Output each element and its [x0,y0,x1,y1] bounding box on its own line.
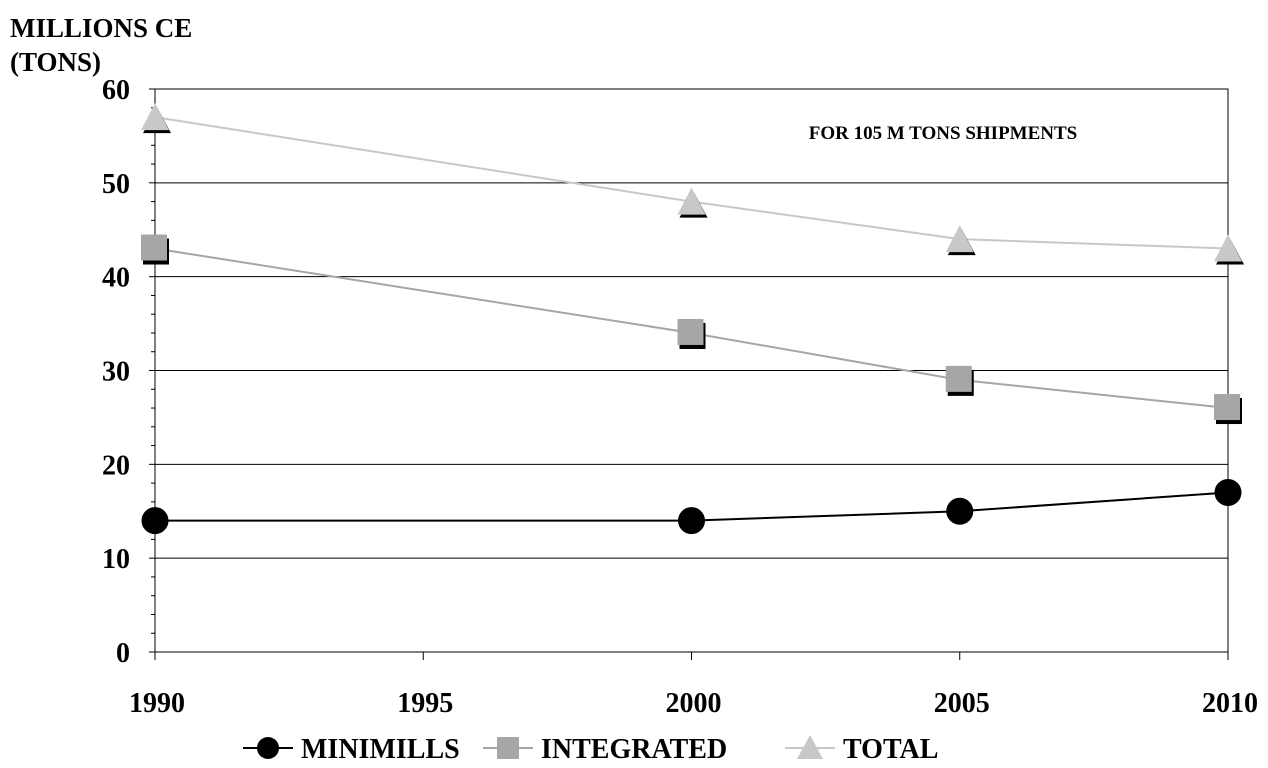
y-tick-label: 0 [116,638,130,669]
data-point-total [141,103,171,134]
y-axis-title-line-1: MILLIONS CE [10,13,193,43]
y-tick-label: 40 [102,263,130,294]
marker-triangle [677,187,706,215]
data-point-total [945,225,976,256]
x-tick-label: 2005 [934,688,990,719]
chart-annotation: FOR 105 M TONS SHIPMENTS [809,123,1078,144]
legend-label-total: TOTAL [843,734,938,765]
marker-circle [946,497,974,525]
marker-circle [1214,478,1242,506]
legend-marker-triangle [797,735,823,759]
marker-square [1214,394,1240,421]
legend-marker-square [497,737,519,759]
marker-triangle [141,103,169,131]
series-line-total [154,116,1229,250]
data-point-integrated [945,365,974,396]
data-point-minimills [678,507,705,535]
marker-circle [141,507,169,535]
marker-triangle [1214,234,1242,262]
axes: 0 10 20 30 40 50 60 1990 1995 2000 2005 2010 [102,75,1258,719]
data-point-total [677,187,708,218]
data-point-minimills [946,497,974,525]
legend-label-integrated: INTEGRATED [541,734,727,765]
data-point-integrated [1214,394,1242,425]
series-line-minimills [155,491,1229,522]
y-tick-label: 10 [102,544,130,575]
y-tick-label: 20 [102,450,130,481]
y-tick-label: 30 [102,357,130,388]
series-layer [141,103,1244,535]
y-axis-title-line-2: (TONS) [10,47,102,77]
legend-marker-circle [257,737,279,759]
data-point-minimills [1214,478,1242,506]
y-tick-label: 60 [102,75,130,106]
marker-circle [678,507,705,535]
data-point-minimills [141,507,169,535]
data-point-integrated [141,234,169,265]
marker-triangle [945,225,974,253]
y-tick-label: 50 [102,169,130,200]
data-point-integrated [677,318,706,349]
data-point-total [1214,234,1244,265]
x-tick-label: 1995 [397,688,453,719]
legend-label-minimills: MINIMILLS [301,734,460,765]
marker-square [141,234,167,261]
x-tick-label: 1990 [129,688,185,719]
series-line-integrated [154,247,1229,410]
x-tick-label: 2000 [666,688,722,719]
x-tick-label: 2010 [1202,688,1258,719]
marker-square [945,365,972,392]
marker-square [677,318,704,345]
legend: MINIMILLS INTEGRATED TOTAL [243,734,938,765]
